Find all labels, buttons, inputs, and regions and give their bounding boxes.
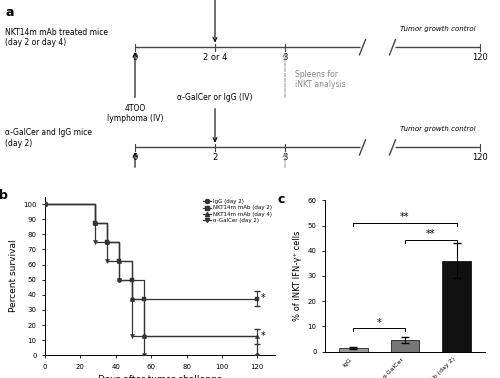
Y-axis label: Percent survival: Percent survival bbox=[8, 240, 18, 312]
Text: a: a bbox=[5, 6, 14, 19]
Text: α-GalCer or IgG (IV): α-GalCer or IgG (IV) bbox=[177, 93, 253, 102]
Text: 0: 0 bbox=[132, 153, 138, 162]
Text: Tumor growth control: Tumor growth control bbox=[400, 26, 475, 32]
Text: **: ** bbox=[400, 212, 410, 222]
X-axis label: Days after tumor challenge: Days after tumor challenge bbox=[98, 375, 222, 378]
Text: 120: 120 bbox=[472, 53, 488, 62]
Bar bbox=[339, 348, 368, 352]
Text: NKT14m mAb treated mice
(day 2 or day 4): NKT14m mAb treated mice (day 2 or day 4) bbox=[5, 28, 108, 48]
Y-axis label: % of iNKT IFN-γ⁺ cells: % of iNKT IFN-γ⁺ cells bbox=[293, 231, 302, 321]
Text: *: * bbox=[261, 331, 266, 341]
Legend: IgG (day 2), NKT14m mAb (day 2), NKT14m mAb (day 4), α-GalCer (day 2): IgG (day 2), NKT14m mAb (day 2), NKT14m … bbox=[202, 199, 272, 223]
Text: 4TOO
lymphoma (IV): 4TOO lymphoma (IV) bbox=[107, 104, 163, 123]
Text: 0: 0 bbox=[132, 53, 138, 62]
Text: 3: 3 bbox=[282, 153, 288, 162]
Text: 2: 2 bbox=[212, 153, 218, 162]
Text: 3: 3 bbox=[282, 53, 288, 62]
Text: 2 or 4: 2 or 4 bbox=[203, 53, 227, 62]
Text: α-GalCer and IgG mice
(day 2): α-GalCer and IgG mice (day 2) bbox=[5, 128, 92, 148]
Text: *: * bbox=[377, 318, 382, 328]
Text: c: c bbox=[277, 193, 284, 206]
Text: Tumor growth control: Tumor growth control bbox=[400, 126, 475, 132]
Bar bbox=[442, 261, 471, 352]
Text: 120: 120 bbox=[472, 153, 488, 162]
Text: *: * bbox=[261, 293, 266, 303]
Text: Spleens for
iNKT analysis: Spleens for iNKT analysis bbox=[295, 70, 346, 89]
Bar bbox=[391, 340, 419, 352]
Text: b: b bbox=[0, 189, 8, 201]
Text: **: ** bbox=[426, 229, 436, 239]
